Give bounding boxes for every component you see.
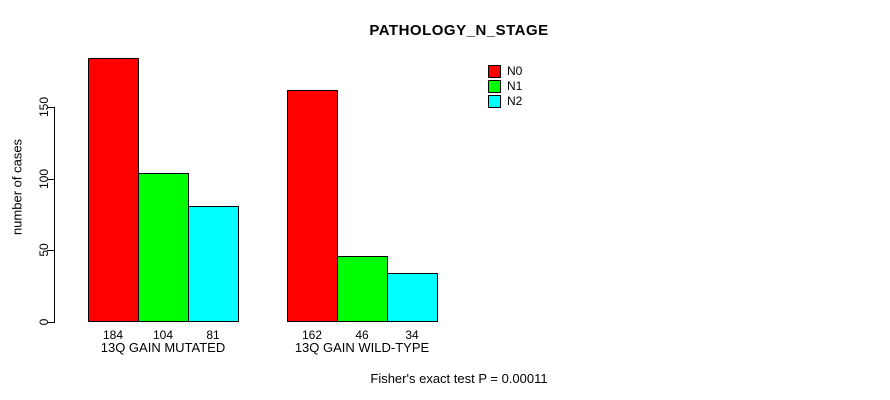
group-label: 13Q GAIN MUTATED [100, 340, 226, 355]
legend-swatch-n1 [488, 80, 501, 93]
y-tick-mark [47, 107, 54, 108]
stat-annotation: Fisher's exact test P = 0.00011 [370, 371, 548, 386]
legend-label: N0 [507, 64, 523, 78]
y-tick-mark [47, 322, 54, 323]
chart-title: PATHOLOGY_N_STAGE [369, 22, 549, 39]
legend-label: N2 [507, 94, 523, 108]
legend: N0 N1 N2 [488, 64, 522, 109]
legend-row: N2 [488, 94, 522, 109]
bar-value-label: 81 [206, 328, 220, 342]
bar-n2 [188, 206, 239, 322]
y-tick-mark [47, 250, 54, 252]
y-tick-label: 50 [37, 243, 51, 258]
bar-value-label: 162 [301, 328, 323, 342]
bar-n0 [88, 58, 139, 322]
group-label: 13Q GAIN WILD-TYPE [294, 340, 430, 355]
legend-swatch-n2 [488, 95, 501, 108]
bar-value-label: 184 [102, 328, 124, 342]
y-tick-label: 0 [37, 318, 51, 326]
bar-n1 [138, 173, 189, 322]
legend-row: N1 [488, 79, 522, 94]
bar-n1 [337, 256, 388, 322]
legend-row: N0 [488, 64, 522, 79]
y-tick-label: 150 [37, 96, 51, 118]
legend-label: N1 [507, 79, 523, 93]
legend-swatch-n0 [488, 65, 501, 78]
bar-value-label: 104 [152, 328, 174, 342]
bar-n0 [287, 90, 338, 322]
y-axis-line [54, 107, 55, 323]
y-tick-mark [47, 178, 54, 180]
y-tick-label: 100 [37, 168, 51, 189]
bar-value-label: 46 [355, 328, 369, 342]
bar-value-label: 34 [405, 328, 419, 342]
bar-n2 [387, 273, 438, 322]
